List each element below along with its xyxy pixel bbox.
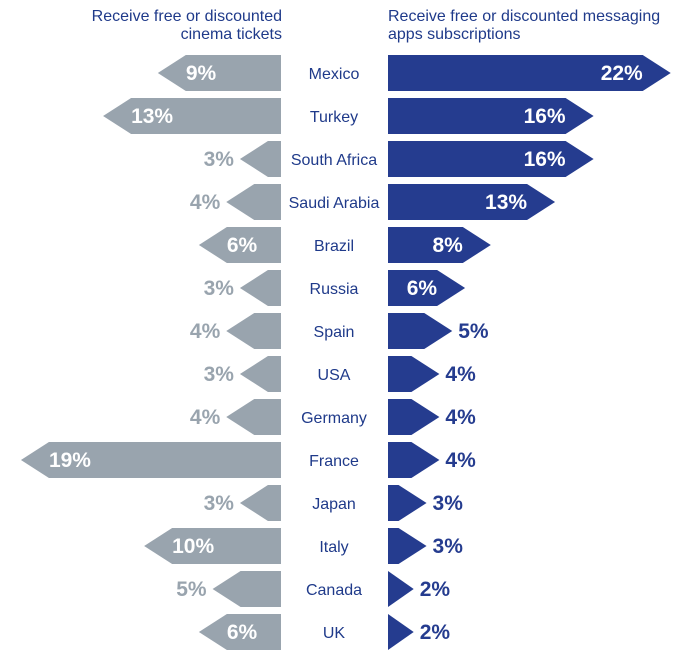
bar-left-spain xyxy=(226,313,281,349)
bar-right-france xyxy=(388,442,440,478)
label-right-spain: 5% xyxy=(458,320,489,343)
label-right-russia: 6% xyxy=(407,277,438,300)
label-left-turkey: 13% xyxy=(131,105,173,128)
country-label-mexico: Mexico xyxy=(309,66,360,83)
country-label-usa: USA xyxy=(318,367,351,384)
country-label-brazil: Brazil xyxy=(314,238,354,255)
label-right-mexico: 22% xyxy=(601,62,643,85)
bar-right-spain xyxy=(388,313,453,349)
label-left-uk: 6% xyxy=(227,621,258,644)
label-left-spain: 4% xyxy=(190,320,221,343)
country-label-russia: Russia xyxy=(310,281,359,298)
label-left-brazil: 6% xyxy=(227,234,258,257)
bar-right-mexico xyxy=(388,55,671,91)
bar-right-japan xyxy=(388,485,427,521)
label-left-saudi-arabia: 4% xyxy=(190,191,221,214)
label-left-japan: 3% xyxy=(204,492,235,515)
bar-left-italy xyxy=(144,528,281,564)
bar-right-italy xyxy=(388,528,427,564)
country-label-uk: UK xyxy=(323,625,346,642)
bar-left-russia xyxy=(239,270,281,306)
label-right-italy: 3% xyxy=(433,535,464,558)
country-label-japan: Japan xyxy=(312,496,356,513)
label-right-france: 4% xyxy=(445,449,476,472)
country-label-france: France xyxy=(309,453,359,470)
bar-right-saudi-arabia xyxy=(388,184,556,220)
bar-right-usa xyxy=(388,356,440,392)
label-right-canada: 2% xyxy=(420,578,451,601)
label-right-usa: 4% xyxy=(445,363,476,386)
country-label-italy: Italy xyxy=(319,539,348,556)
label-right-south-africa: 16% xyxy=(524,148,566,171)
label-left-mexico: 9% xyxy=(186,62,217,85)
bar-left-mexico xyxy=(157,55,281,91)
label-left-italy: 10% xyxy=(172,535,214,558)
country-label-saudi-arabia: Saudi Arabia xyxy=(289,195,380,212)
label-left-germany: 4% xyxy=(190,406,221,429)
country-label-south-africa: South Africa xyxy=(291,152,377,169)
bar-left-brazil xyxy=(198,227,281,263)
bar-left-japan xyxy=(239,485,281,521)
right-series-header: Receive free or discounted messaging app… xyxy=(388,8,661,43)
label-right-turkey: 16% xyxy=(524,105,566,128)
label-left-south-africa: 3% xyxy=(204,148,235,171)
country-label-canada: Canada xyxy=(306,582,362,599)
label-right-japan: 3% xyxy=(433,492,464,515)
bar-right-russia xyxy=(388,270,466,306)
label-left-usa: 3% xyxy=(204,363,235,386)
bar-left-france xyxy=(20,442,282,478)
label-left-canada: 5% xyxy=(176,578,207,601)
label-right-uk: 2% xyxy=(420,621,451,644)
label-left-russia: 3% xyxy=(204,277,235,300)
bar-right-south-africa xyxy=(388,141,594,177)
bar-right-turkey xyxy=(388,98,594,134)
bar-left-canada xyxy=(212,571,281,607)
bar-right-canada xyxy=(388,571,414,607)
country-label-spain: Spain xyxy=(314,324,355,341)
bar-left-germany xyxy=(226,399,281,435)
bar-left-saudi-arabia xyxy=(226,184,281,220)
bar-left-south-africa xyxy=(239,141,281,177)
bar-right-germany xyxy=(388,399,440,435)
country-label-turkey: Turkey xyxy=(310,109,358,126)
label-right-germany: 4% xyxy=(445,406,476,429)
bar-right-uk xyxy=(388,614,414,650)
left-series-header: Receive free or discounted cinema ticket… xyxy=(91,8,282,43)
bar-left-usa xyxy=(239,356,281,392)
label-left-france: 19% xyxy=(49,449,91,472)
bar-left-turkey xyxy=(103,98,281,134)
bar-left-uk xyxy=(198,614,281,650)
bar-right-brazil xyxy=(388,227,491,263)
label-right-brazil: 8% xyxy=(432,234,463,257)
label-right-saudi-arabia: 13% xyxy=(485,191,527,214)
country-label-germany: Germany xyxy=(301,410,367,427)
